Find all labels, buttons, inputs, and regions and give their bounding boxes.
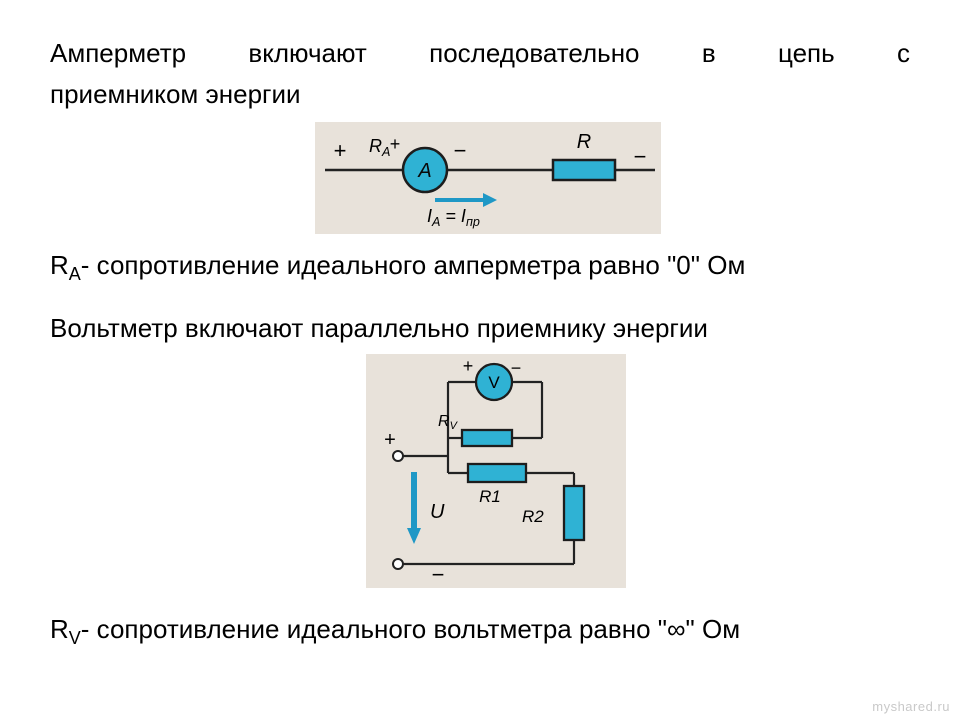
- svg-text:+: +: [384, 429, 396, 451]
- ra-symbol: RA: [50, 250, 81, 280]
- paragraph-4: RV- сопротивление идеального вольтметра …: [50, 612, 910, 650]
- svg-text:+: +: [463, 356, 474, 376]
- rv-symbol: RV: [50, 614, 81, 644]
- diagram-voltmeter-parallel: VRVR1R2+−+−U: [50, 352, 910, 592]
- svg-text:R: R: [577, 131, 591, 153]
- svg-text:+: +: [390, 134, 401, 154]
- paragraph-3: Вольтметр включают параллельно приемнику…: [50, 311, 910, 346]
- svg-text:−: −: [511, 358, 522, 378]
- diagram-ammeter-series: AR+−+−RAIA = Iпр: [50, 118, 910, 238]
- paragraph-1-line-2: приемником энергии: [50, 77, 910, 112]
- paragraph-2: RA- сопротивление идеального амперметра …: [50, 248, 910, 286]
- svg-text:V: V: [488, 373, 500, 392]
- svg-text:−: −: [454, 138, 467, 163]
- svg-text:−: −: [432, 562, 445, 587]
- svg-text:R2: R2: [522, 507, 544, 526]
- svg-text:A: A: [417, 160, 431, 182]
- svg-text:R1: R1: [479, 487, 501, 506]
- svg-text:+: +: [334, 138, 347, 163]
- watermark: myshared.ru: [872, 699, 950, 714]
- svg-text:−: −: [634, 144, 647, 169]
- page: Амперметр включают последовательно в цеп…: [0, 0, 960, 720]
- paragraph-1-line-1: Амперметр включают последовательно в цеп…: [50, 36, 910, 71]
- svg-text:U: U: [430, 501, 445, 523]
